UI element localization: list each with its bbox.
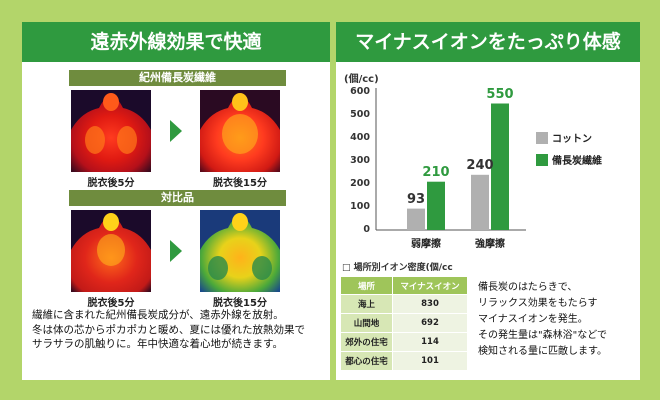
table-row: 山間地 692 xyxy=(340,313,468,333)
bar-charcoal-1 xyxy=(491,103,509,230)
table-cell-value: 692 xyxy=(392,313,468,333)
far-infrared-title: 遠赤外線効果で快適 xyxy=(22,22,330,62)
category-label: 強摩擦 xyxy=(475,239,505,250)
ion-table-title: □ 場所別イオン密度(個/cc xyxy=(342,263,453,273)
description-line: 備長炭のはたらきで、 xyxy=(478,282,578,293)
description-line: 検知される量に匹敵します。 xyxy=(478,346,607,357)
arrow-right-icon xyxy=(170,120,182,142)
bar-value-label: 210 xyxy=(422,164,450,180)
category-label: 弱摩擦 xyxy=(411,239,441,250)
legend-swatch-charcoal xyxy=(536,154,548,166)
bar-value-label: 240 xyxy=(466,157,494,173)
table-cell-place: 郊外の住宅 xyxy=(340,332,393,352)
chart-plot-area xyxy=(375,88,526,231)
legend-label-cotton: コットン xyxy=(552,134,592,145)
thermo-image-comparison-5min xyxy=(71,210,151,292)
y-tick-label: 400 xyxy=(350,132,370,143)
y-tick-label: 100 xyxy=(350,201,370,212)
description-line: リラックス効果をもたらす xyxy=(478,298,598,309)
caption-charcoal-15min: 脱衣後15分 xyxy=(213,178,267,189)
legend-charcoal: 備長炭繊維 xyxy=(536,152,602,167)
table-header-row: 場所 マイナスイオン xyxy=(340,276,468,295)
caption-comparison-5min: 脱衣後5分 xyxy=(87,298,135,309)
y-tick-label: 0 xyxy=(363,224,370,235)
table-header-place: 場所 xyxy=(340,276,393,295)
caption-charcoal-5min: 脱衣後5分 xyxy=(87,178,135,189)
description-line: 冬は体の芯からポカポカと暖め、夏には優れた放熱効果で xyxy=(32,323,305,336)
y-tick-label: 600 xyxy=(350,86,370,97)
table-cell-value: 101 xyxy=(392,351,468,371)
caption-comparison-15min: 脱衣後15分 xyxy=(213,298,267,309)
bar-charcoal-0 xyxy=(427,181,445,230)
thermo-image-comparison-15min xyxy=(200,210,280,292)
ion-density-table: 場所 マイナスイオン 海上 830 山間地 692 郊外の住宅 114 都心の住… xyxy=(340,276,468,371)
table-row: 都心の住宅 101 xyxy=(340,351,468,371)
negative-ion-panel: マイナスイオンをたっぷり体感 (個/cc) 600 500 400 300 200 100… xyxy=(336,22,640,380)
negative-ion-description: 備長炭のはたらきで、 リラックス効果をもたらす マイナスイオンを発生。 その発生… xyxy=(478,280,638,360)
table-cell-place: 都心の住宅 xyxy=(340,351,393,371)
ion-bar-chart: (個/cc) 600 500 400 300 200 100 0 93 210 240 550 弱… xyxy=(336,62,640,252)
thermo-image-charcoal-15min xyxy=(200,90,280,172)
legend-swatch-cotton xyxy=(536,132,548,144)
bar-value-label: 550 xyxy=(486,86,514,102)
y-tick-label: 200 xyxy=(350,178,370,189)
table-row: 海上 830 xyxy=(340,294,468,314)
legend-cotton: コットン xyxy=(536,130,592,145)
far-infrared-description: 繊維に含まれた紀州備長炭成分が、遠赤外線を放射。 冬は体の芯からポカポカと暖め、… xyxy=(32,308,324,352)
thermo-image-charcoal-5min xyxy=(71,90,151,172)
bar-value-label: 93 xyxy=(406,191,426,207)
legend-label-charcoal: 備長炭繊維 xyxy=(552,156,602,167)
arrow-right-icon xyxy=(170,240,182,262)
table-row: 郊外の住宅 114 xyxy=(340,332,468,352)
table-header-ion: マイナスイオン xyxy=(392,276,468,295)
table-cell-place: 海上 xyxy=(340,294,393,314)
description-line: その発生量は"森林浴"などで xyxy=(478,330,607,341)
y-tick-label: 300 xyxy=(350,155,370,166)
far-infrared-panel: 遠赤外線効果で快適 紀州備長炭繊維 xyxy=(22,22,330,380)
table-cell-value: 830 xyxy=(392,294,468,314)
description-line: サラサラの肌触りに。年中快適な着心地が続きます。 xyxy=(32,338,283,350)
table-cell-place: 山間地 xyxy=(340,313,393,333)
y-tick-label: 500 xyxy=(350,109,370,120)
bar-cotton-1 xyxy=(471,174,489,230)
chart-ylabel: (個/cc) xyxy=(344,74,379,85)
description-line: マイナスイオンを発生。 xyxy=(478,314,588,325)
bar-cotton-0 xyxy=(407,208,425,230)
description-line: 繊維に含まれた紀州備長炭成分が、遠赤外線を放射。 xyxy=(32,309,284,321)
table-cell-value: 114 xyxy=(392,332,468,352)
charcoal-fiber-subhead: 紀州備長炭繊維 xyxy=(69,70,286,86)
negative-ion-title: マイナスイオンをたっぷり体感 xyxy=(336,22,640,62)
comparison-subhead: 対比品 xyxy=(69,190,286,206)
